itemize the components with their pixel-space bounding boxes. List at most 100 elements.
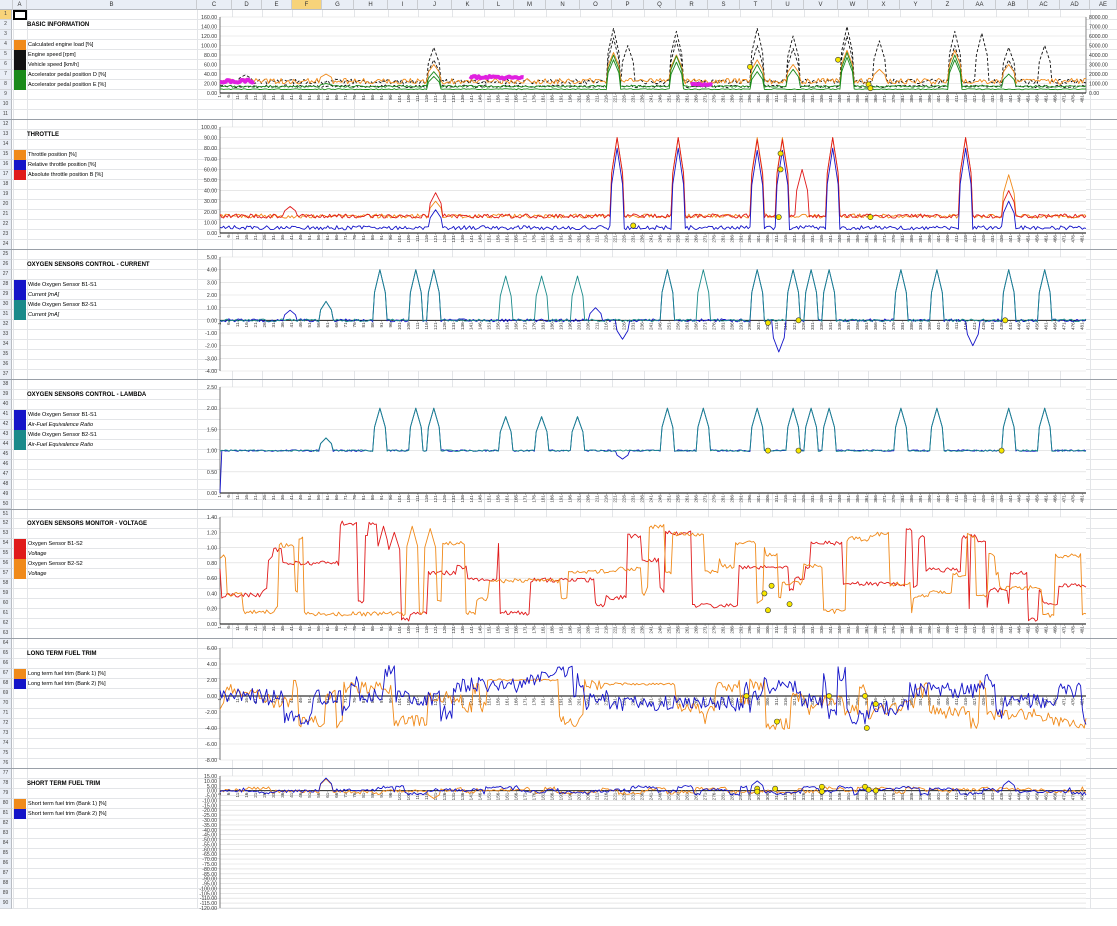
column-header-f[interactable]: F [292,0,322,10]
data-marker[interactable] [777,166,784,173]
row-header-14[interactable]: 14 [0,139,12,150]
row-header-34[interactable]: 34 [0,339,12,350]
row-header-43[interactable]: 43 [0,429,12,440]
chart-o2lambda[interactable]: 0.000.501.001.502.002.501 6 11 16 21 26 31 36 41… [190,385,1096,511]
row-header-12[interactable]: 12 [0,119,12,130]
row-header-88[interactable]: 88 [0,879,12,890]
data-marker[interactable] [867,214,874,220]
row-header-58[interactable]: 58 [0,579,12,590]
row-header-56[interactable]: 56 [0,559,12,570]
row-header-2[interactable]: 2 [0,19,12,30]
data-marker[interactable] [863,725,870,731]
row-header-41[interactable]: 41 [0,409,12,420]
row-header-27[interactable]: 27 [0,269,12,280]
data-marker[interactable] [772,785,779,792]
column-header-h[interactable]: H [354,0,388,10]
column-header-ab[interactable]: AB [996,0,1028,10]
row-header-13[interactable]: 13 [0,129,12,140]
row-header-71[interactable]: 71 [0,709,12,720]
data-marker[interactable] [747,63,753,70]
data-marker[interactable] [777,150,784,157]
column-header-z[interactable]: Z [932,0,964,10]
row-header-28[interactable]: 28 [0,279,12,290]
row-header-81[interactable]: 81 [0,809,12,820]
column-header-q[interactable]: Q [644,0,676,10]
chart-ltft[interactable]: -8.00-6.00-4.00-2.000.002.004.006.001 6 11… [190,646,1096,778]
column-header-v[interactable]: V [804,0,838,10]
row-header-53[interactable]: 53 [0,529,12,540]
row-header-26[interactable]: 26 [0,259,12,270]
row-header-47[interactable]: 47 [0,469,12,480]
row-header-82[interactable]: 82 [0,819,12,830]
chart-o2voltage[interactable]: 0.000.200.400.600.801.001.201.401 6 11 16 21… [190,515,1096,642]
row-header-10[interactable]: 10 [0,99,12,110]
row-header-1[interactable]: 1 [0,10,12,20]
column-header-ac[interactable]: AC [1028,0,1060,10]
column-header-ae[interactable]: AE [1090,0,1117,10]
row-header-30[interactable]: 30 [0,299,12,310]
data-marker[interactable] [774,718,780,725]
column-header-k[interactable]: K [452,0,484,10]
row-header-49[interactable]: 49 [0,489,12,500]
column-header-j[interactable]: J [418,0,452,10]
row-header-18[interactable]: 18 [0,179,12,190]
column-header-t[interactable]: T [740,0,772,10]
row-header-66[interactable]: 66 [0,659,12,670]
data-marker[interactable] [761,590,768,597]
column-header-y[interactable]: Y [900,0,932,10]
row-header-16[interactable]: 16 [0,159,12,170]
column-header-b[interactable]: B [27,0,197,10]
row-header-5[interactable]: 5 [0,49,12,60]
row-header-4[interactable]: 4 [0,39,12,50]
row-header-20[interactable]: 20 [0,199,12,210]
data-marker[interactable] [826,693,832,699]
row-header-8[interactable]: 8 [0,79,12,90]
column-header-w[interactable]: W [838,0,868,10]
data-marker[interactable] [765,447,771,454]
row-header-7[interactable]: 7 [0,69,12,80]
data-marker[interactable] [765,319,771,326]
data-marker[interactable] [754,788,761,795]
row-header-80[interactable]: 80 [0,799,12,810]
column-header-c[interactable]: C [197,0,232,10]
data-marker[interactable] [818,788,825,795]
select-all-corner[interactable] [0,0,13,10]
column-header-e[interactable]: E [262,0,292,10]
row-header-62[interactable]: 62 [0,619,12,630]
row-header-31[interactable]: 31 [0,309,12,320]
row-header-25[interactable]: 25 [0,249,12,260]
data-marker[interactable] [818,783,825,790]
row-header-32[interactable]: 32 [0,319,12,330]
row-header-3[interactable]: 3 [0,29,12,40]
row-header-52[interactable]: 52 [0,519,12,530]
data-marker[interactable] [835,56,841,63]
row-header-15[interactable]: 15 [0,149,12,160]
column-header-d[interactable]: D [232,0,262,10]
data-marker[interactable] [865,786,872,793]
row-header-69[interactable]: 69 [0,689,12,700]
column-header-l[interactable]: L [484,0,514,10]
row-header-17[interactable]: 17 [0,169,12,180]
data-marker[interactable] [872,701,879,707]
column-header-aa[interactable]: AA [964,0,996,10]
row-header-19[interactable]: 19 [0,189,12,200]
row-header-9[interactable]: 9 [0,89,12,100]
column-header-m[interactable]: M [514,0,546,10]
column-header-r[interactable]: R [676,0,708,10]
row-header-73[interactable]: 73 [0,729,12,740]
row-header-75[interactable]: 75 [0,749,12,760]
row-header-44[interactable]: 44 [0,439,12,450]
row-header-72[interactable]: 72 [0,719,12,730]
row-header-85[interactable]: 85 [0,849,12,860]
row-header-22[interactable]: 22 [0,219,12,230]
data-marker[interactable] [867,85,874,92]
row-header-42[interactable]: 42 [0,419,12,430]
column-header-o[interactable]: O [580,0,612,10]
row-header-64[interactable]: 64 [0,639,12,650]
row-header-74[interactable]: 74 [0,739,12,750]
row-header-78[interactable]: 78 [0,779,12,790]
row-header-77[interactable]: 77 [0,769,12,780]
column-header-g[interactable]: G [322,0,354,10]
row-header-59[interactable]: 59 [0,589,12,600]
row-header-84[interactable]: 84 [0,839,12,850]
